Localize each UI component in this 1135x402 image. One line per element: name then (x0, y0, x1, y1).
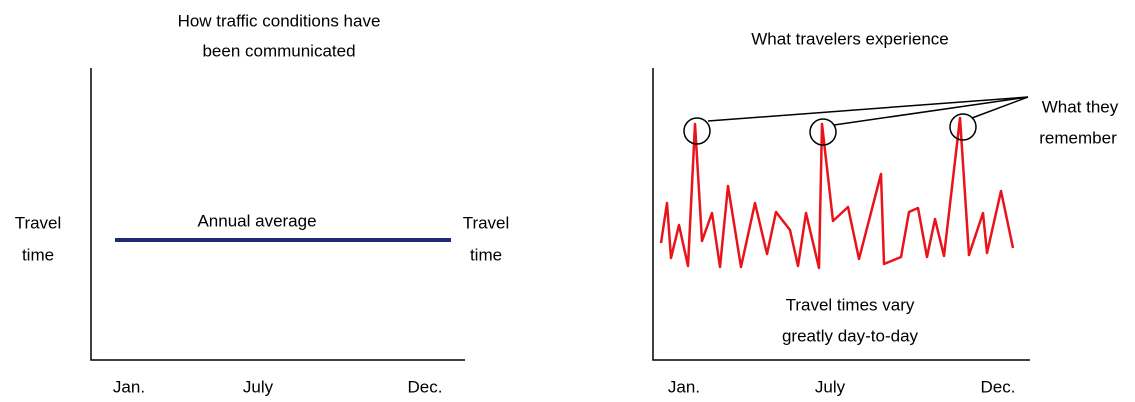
x-label: July (243, 377, 274, 396)
y-label: Travel (463, 213, 510, 232)
x-label: Dec. (408, 377, 443, 396)
right-panel: What travelers experience What they reme… (652, 29, 1119, 396)
x-label: July (815, 377, 846, 396)
callout-line (833, 96, 1029, 126)
x-label: Dec. (981, 377, 1016, 396)
callout-line (707, 96, 1029, 122)
axes (652, 68, 1030, 361)
annotation: Travel times vary (786, 295, 915, 314)
title: What travelers experience (751, 29, 948, 48)
callout-text: remember (1039, 128, 1117, 147)
callout-line (971, 96, 1029, 119)
left-panel: How traffic conditions have been communi… (15, 11, 510, 396)
travel-time-line (659, 116, 1015, 270)
y-label: time (470, 245, 502, 264)
peak-circle (809, 118, 837, 146)
callout-text: What they (1042, 97, 1119, 116)
x-label: Jan. (668, 377, 700, 396)
title: been communicated (202, 41, 355, 60)
annotation: greatly day-to-day (782, 326, 919, 345)
peak-circle (683, 117, 711, 145)
y-label: time (22, 245, 54, 264)
axes (90, 68, 465, 361)
title: How traffic conditions have (178, 11, 381, 30)
x-label: Jan. (113, 377, 145, 396)
line-label: Annual average (197, 211, 316, 230)
y-label: Travel (15, 213, 62, 232)
peak-circle (949, 113, 977, 141)
